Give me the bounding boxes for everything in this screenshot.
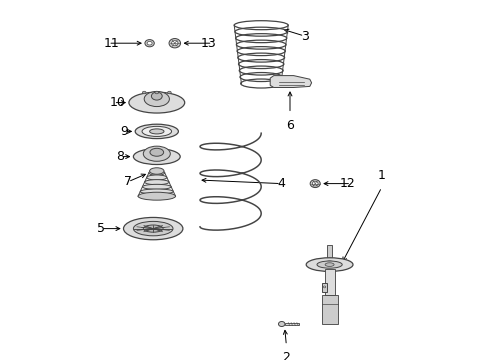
Text: 6: 6 xyxy=(286,119,294,132)
Text: 5: 5 xyxy=(97,222,105,235)
Ellipse shape xyxy=(149,129,164,134)
Text: 7: 7 xyxy=(123,175,132,188)
Ellipse shape xyxy=(317,261,342,268)
Bar xyxy=(324,269,335,295)
Ellipse shape xyxy=(140,189,173,194)
Ellipse shape xyxy=(169,39,180,48)
Ellipse shape xyxy=(142,126,172,136)
Text: 12: 12 xyxy=(340,177,356,190)
Ellipse shape xyxy=(155,91,159,94)
Text: 2: 2 xyxy=(282,351,291,360)
Ellipse shape xyxy=(312,181,318,186)
Text: 13: 13 xyxy=(201,37,217,50)
Text: 1: 1 xyxy=(378,169,386,182)
Text: 9: 9 xyxy=(120,125,128,138)
Text: 8: 8 xyxy=(117,150,124,163)
Ellipse shape xyxy=(144,91,170,107)
Ellipse shape xyxy=(147,41,152,45)
Ellipse shape xyxy=(138,192,175,200)
Ellipse shape xyxy=(306,258,353,271)
Ellipse shape xyxy=(133,149,180,165)
Ellipse shape xyxy=(310,180,320,188)
Polygon shape xyxy=(270,76,312,87)
Ellipse shape xyxy=(133,221,173,236)
Bar xyxy=(327,245,333,263)
Ellipse shape xyxy=(143,146,171,161)
Bar xyxy=(321,295,338,324)
Ellipse shape xyxy=(147,175,167,180)
Bar xyxy=(285,323,299,325)
Text: 10: 10 xyxy=(109,96,125,109)
Ellipse shape xyxy=(323,286,326,288)
Ellipse shape xyxy=(172,41,178,46)
Text: 4: 4 xyxy=(277,177,285,190)
Ellipse shape xyxy=(278,321,285,327)
Ellipse shape xyxy=(143,184,171,189)
Text: 11: 11 xyxy=(104,37,120,50)
Ellipse shape xyxy=(149,170,165,175)
Ellipse shape xyxy=(135,124,178,139)
Ellipse shape xyxy=(129,92,185,113)
Ellipse shape xyxy=(145,180,169,185)
Ellipse shape xyxy=(151,92,162,100)
Ellipse shape xyxy=(145,40,154,47)
Ellipse shape xyxy=(149,168,164,174)
Text: 3: 3 xyxy=(301,30,309,42)
Ellipse shape xyxy=(143,91,146,94)
Ellipse shape xyxy=(143,225,163,232)
Bar xyxy=(321,283,327,292)
Ellipse shape xyxy=(326,261,333,265)
Ellipse shape xyxy=(123,217,183,240)
Ellipse shape xyxy=(325,263,334,266)
Ellipse shape xyxy=(168,91,171,94)
Ellipse shape xyxy=(150,148,164,156)
